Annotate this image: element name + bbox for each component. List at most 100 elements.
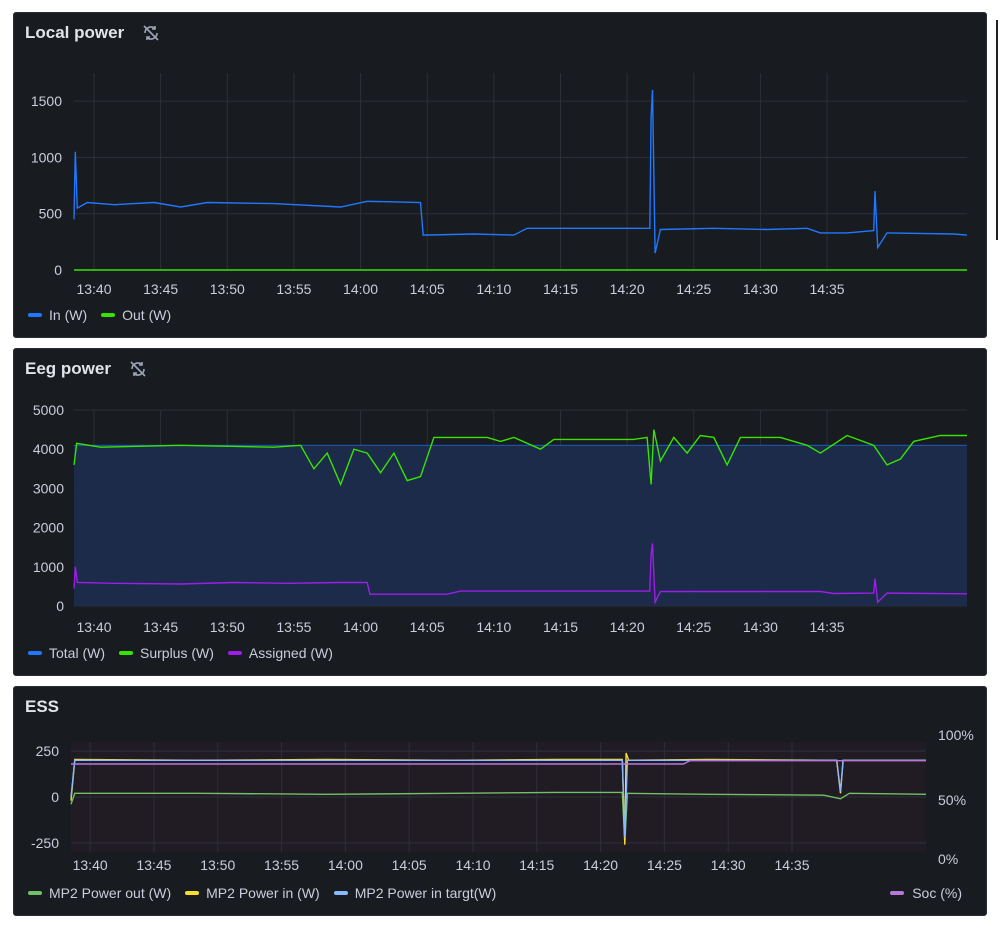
x-tick-label: 13:45: [136, 857, 171, 873]
y-tick-label: 1000: [33, 559, 64, 575]
legend-item[interactable]: Out (W): [101, 307, 171, 323]
x-tick-label: 14:30: [711, 857, 746, 873]
y-tick-label: 250: [36, 743, 60, 759]
x-tick-label: 13:40: [76, 619, 111, 635]
x-tick-label: 13:45: [143, 619, 178, 635]
x-tick-label: 14:25: [676, 281, 711, 297]
legend-swatch: [28, 651, 42, 655]
panel-title-local: Local power: [25, 23, 125, 42]
x-tick-label: 14:05: [410, 619, 445, 635]
x-tick-label: 14:05: [410, 281, 445, 297]
series-area-total: [74, 445, 967, 606]
y-tick-label: 1500: [31, 93, 62, 109]
x-tick-label: 14:15: [519, 857, 554, 873]
legend-swatch: [28, 313, 42, 317]
x-tick-label: 13:50: [210, 619, 245, 635]
x-tick-label: 14:35: [774, 857, 809, 873]
local-power-panel: 0 500 1000 1500 13:40 13:45 13:50 13:55 14:00 14:…: [13, 12, 987, 338]
series-line-in-w-: [73, 89, 968, 254]
x-tick-label: 14:35: [810, 619, 845, 635]
adjacent-panel-edge: [996, 20, 998, 240]
legend-item[interactable]: Assigned (W): [227, 645, 333, 661]
series-line-surplus-w-: [73, 429, 967, 487]
legend-item[interactable]: MP2 Power in targt(W): [333, 885, 497, 901]
x-tick-label: 13:40: [76, 281, 111, 297]
x-tick-label: 14:05: [392, 857, 427, 873]
y2-tick-label: 50%: [938, 792, 966, 808]
legend-label: MP2 Power in targt(W): [354, 885, 497, 901]
y-tick-label: 0: [56, 598, 64, 614]
legend-swatch: [333, 891, 348, 895]
x-tick-label: 13:55: [276, 281, 311, 297]
x-tick-label: 13:40: [73, 857, 108, 873]
legend-label: Out (W): [122, 307, 172, 323]
legend-local: In (W) Out (W): [28, 307, 171, 323]
eeg-power-panel: 0 1000 2000 3000 4000 5000 13:40 13:45 13:50 13:5…: [13, 348, 987, 676]
sync-disabled-icon[interactable]: [129, 360, 147, 378]
y-tick-label: 1000: [31, 149, 62, 165]
x-tick-label: 14:15: [543, 619, 578, 635]
legend-eeg: Total (W) Surplus (W) Assigned (W): [28, 645, 333, 661]
x-tick-label: 14:00: [328, 857, 363, 873]
x-tick-label: 13:45: [143, 281, 178, 297]
y-tick-label: 5000: [33, 402, 64, 418]
legend-item[interactable]: MP2 Power in (W): [185, 885, 320, 901]
y-tick-label: 0: [54, 262, 62, 278]
ess-panel: -250 0 250 0% 50% 100% 13:40 13:45 13:50 13:55 14:…: [13, 686, 987, 916]
x-tick-label: 14:00: [343, 281, 378, 297]
legend-item[interactable]: MP2 Power out (W): [28, 885, 171, 901]
x-tick-label: 14:25: [676, 619, 711, 635]
legend-swatch: [28, 891, 42, 895]
series-line-assigned-w-: [73, 543, 968, 605]
y2-tick-label: 100%: [938, 727, 974, 743]
legend-label: In (W): [49, 307, 88, 323]
legend-label: Surplus (W): [140, 645, 214, 661]
y-tick-label: 4000: [33, 441, 64, 457]
y-tick-label: 500: [39, 206, 63, 222]
legend-item[interactable]: In (W): [28, 307, 87, 323]
legend-ess: MP2 Power out (W) MP2 Power in (W) MP2 Pow…: [28, 885, 496, 901]
eeg-power-chart: 0 1000 2000 3000 4000 5000 13:40 13:45 13:50 13:5…: [33, 402, 968, 635]
x-tick-label: 14:00: [343, 619, 378, 635]
x-tick-label: 14:25: [647, 857, 682, 873]
panel-title-eeg: Eeg power: [25, 359, 111, 378]
legend-label: MP2 Power out (W): [49, 885, 172, 901]
series-line-soc-: [71, 760, 926, 765]
x-tick-label: 13:55: [264, 857, 299, 873]
series-line-mp2-power-in-targt-w-: [70, 759, 926, 838]
legend-swatch: [227, 651, 242, 655]
x-tick-label: 14:30: [743, 281, 778, 297]
x-tick-label: 14:35: [810, 281, 845, 297]
y-tick-label: 2000: [33, 520, 64, 536]
x-tick-label: 14:10: [476, 619, 511, 635]
x-tick-label: 13:50: [200, 857, 235, 873]
x-tick-label: 13:55: [276, 619, 311, 635]
legend-label-soc: Soc (%): [912, 885, 962, 901]
y-tick-label: -250: [31, 835, 59, 851]
legend-label: Total (W): [49, 645, 105, 661]
x-tick-label: 14:10: [455, 857, 490, 873]
y-tick-label: 3000: [33, 480, 64, 496]
legend-swatch: [119, 651, 133, 655]
panel-title-ess: ESS: [25, 697, 60, 716]
x-tick-label: 13:50: [210, 281, 245, 297]
x-tick-label: 14:20: [583, 857, 618, 873]
ess-chart: -250 0 250 0% 50% 100% 13:40 13:45 13:50 13:55 14:…: [31, 727, 974, 873]
legend-swatch: [185, 891, 200, 895]
legend-item[interactable]: Surplus (W): [119, 645, 214, 661]
legend-label: Assigned (W): [248, 645, 333, 661]
legend-item[interactable]: Total (W): [28, 645, 105, 661]
x-tick-label: 14:10: [476, 281, 511, 297]
y2-tick-label: 0%: [938, 851, 958, 867]
x-tick-label: 14:20: [610, 281, 645, 297]
sync-disabled-icon[interactable]: [142, 24, 160, 42]
x-tick-label: 14:30: [743, 619, 778, 635]
y-tick-label: 0: [51, 789, 59, 805]
legend-swatch: [890, 891, 905, 895]
legend-label: MP2 Power in (W): [206, 885, 320, 901]
legend-soc[interactable]: Soc (%): [890, 885, 962, 901]
legend-swatch: [101, 313, 116, 317]
x-tick-label: 14:20: [610, 619, 645, 635]
x-tick-label: 14:15: [543, 281, 578, 297]
local-power-chart: 0 500 1000 1500 13:40 13:45 13:50 13:55 14:00 14:…: [31, 73, 968, 297]
